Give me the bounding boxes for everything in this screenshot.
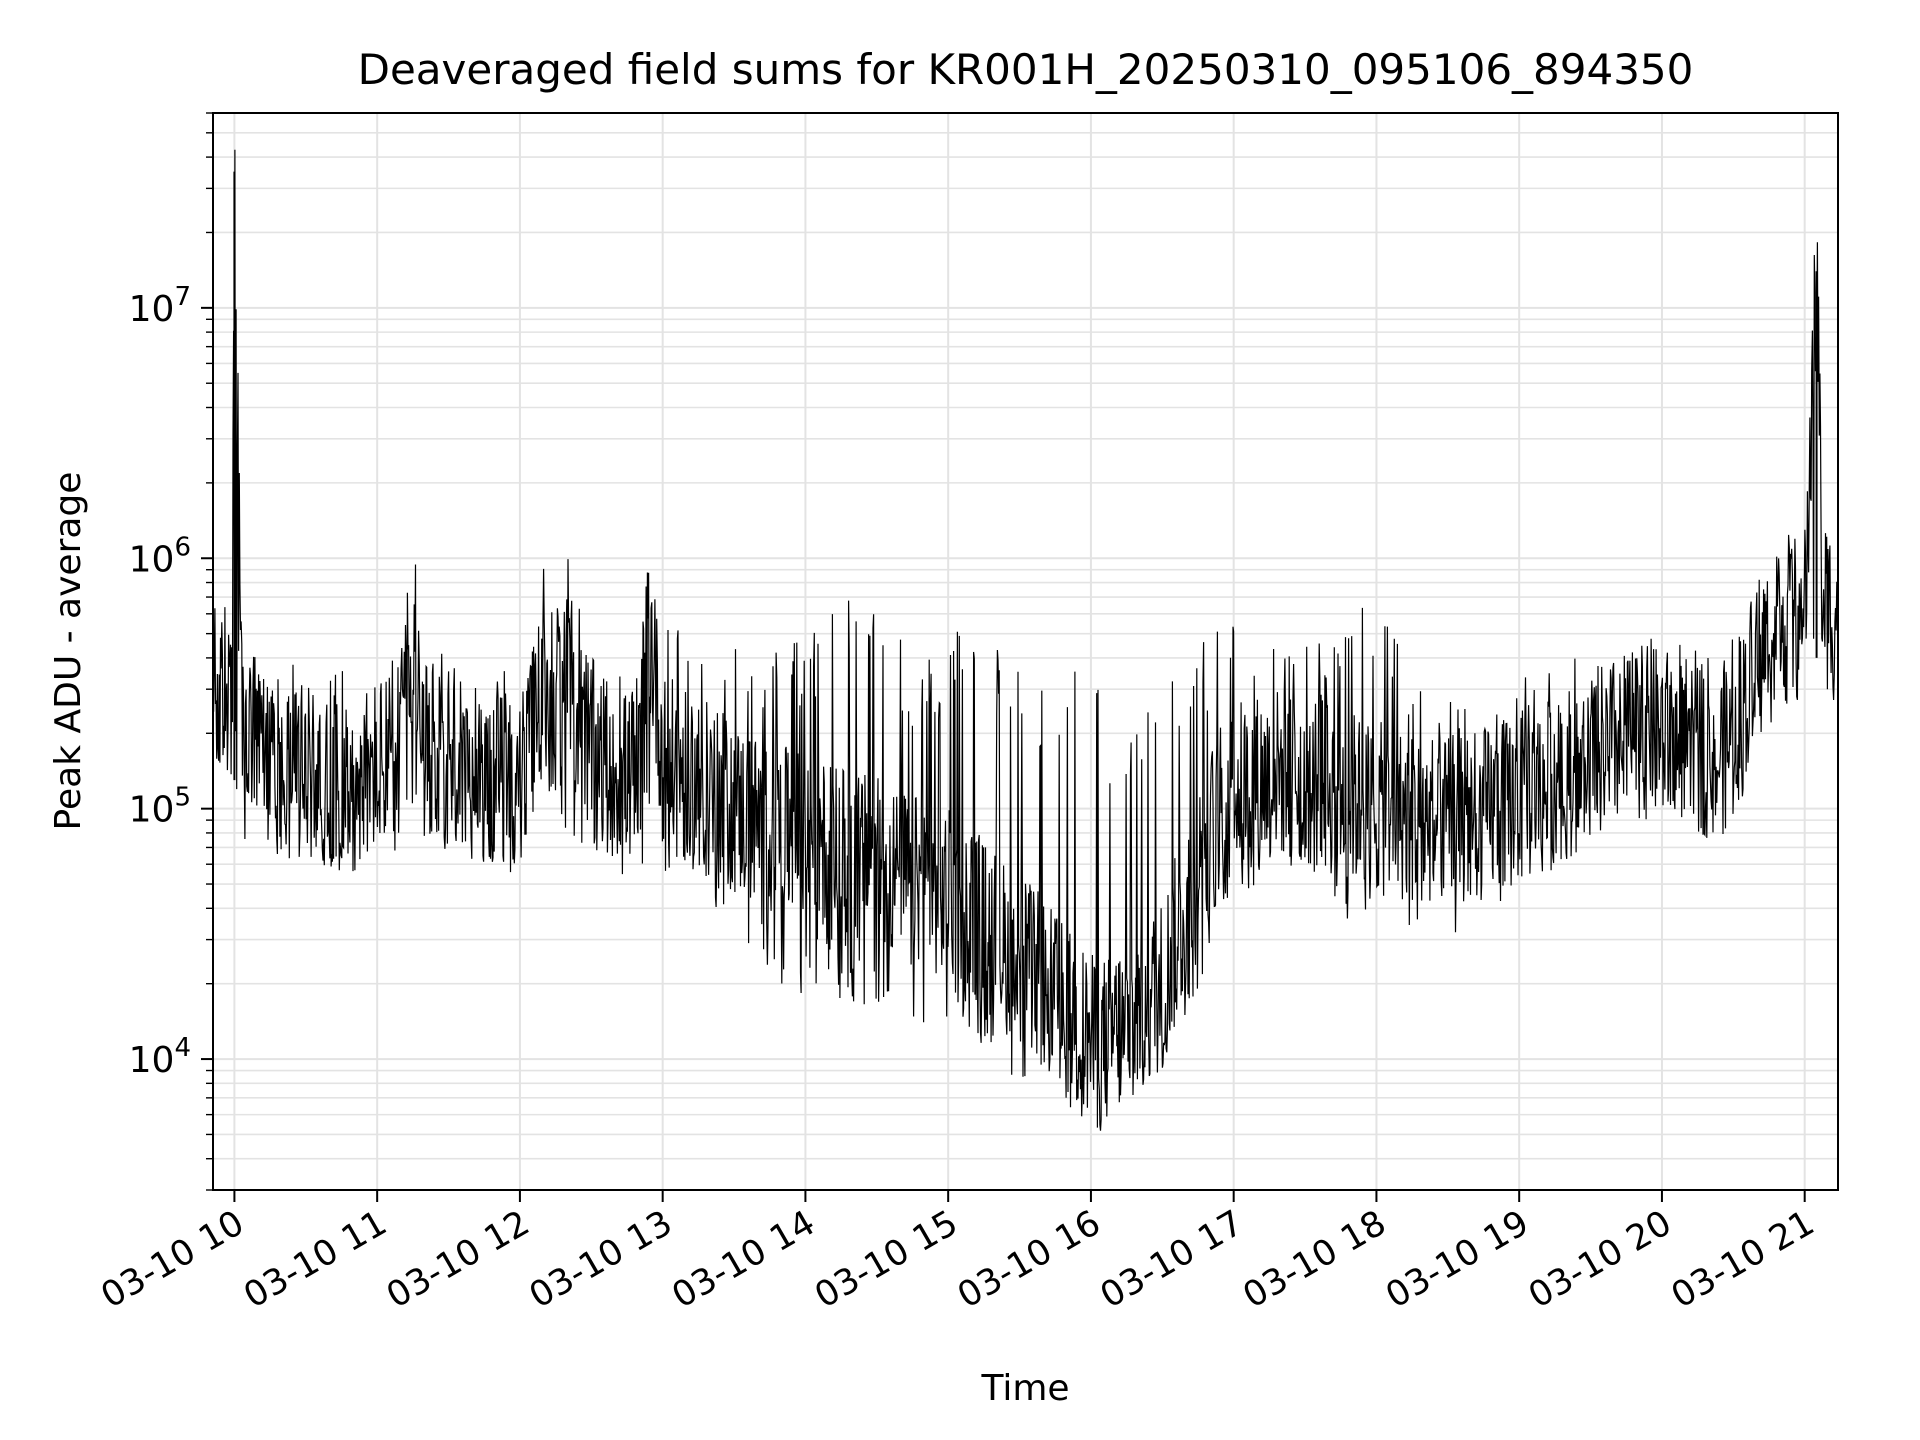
y-tick-label: 104 (129, 1033, 191, 1081)
chart-title: Deaveraged field sums for KR001H_2025031… (358, 45, 1694, 94)
y-tick-label: 107 (129, 282, 191, 330)
x-axis-label: Time (980, 1368, 1069, 1409)
series-line (212, 149, 1839, 1131)
y-tick-label: 105 (129, 783, 191, 831)
plot-frame (212, 112, 1839, 1191)
y-axis-label: Peak ADU - average (48, 472, 89, 831)
y-tick-label: 106 (129, 532, 191, 580)
series-line-layer (212, 149, 1839, 1131)
